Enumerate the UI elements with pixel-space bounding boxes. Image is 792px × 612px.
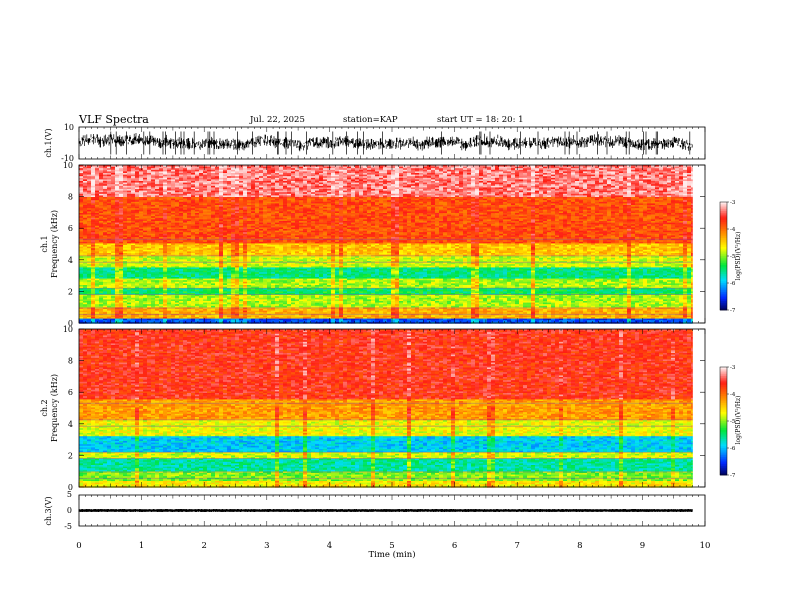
- ch1-spectrogram-image: [79, 165, 705, 324]
- ch1-waveform-panel: 10 -10 ch.1(V): [44, 123, 706, 163]
- x-axis-tick-labels: 0 1 2 3 4 5 6 7 8 9 10: [76, 541, 710, 551]
- ch2-colorbar-tick-minus3: -3: [730, 365, 736, 371]
- date-label: Jul. 22, 2025: [250, 115, 305, 125]
- x-tick-label-9: 9: [640, 541, 645, 551]
- ch1-spec-ylabel-channel: ch.1: [40, 235, 49, 252]
- x-tick-label-5: 5: [389, 541, 394, 551]
- ch1-colorbar-tick-minus7: -7: [730, 308, 736, 314]
- ch3-ytick-middle: 0: [67, 506, 72, 515]
- x-tick-label-2: 2: [201, 541, 206, 551]
- ch3-ylabel: ch.3(V): [44, 496, 53, 525]
- x-tick-label-1: 1: [139, 541, 144, 551]
- ch1-colorbar-tick-minus6: -6: [730, 281, 736, 287]
- ch2-spec-ylabel-channel: ch.2: [40, 399, 49, 416]
- station-label: station=KAP: [343, 115, 398, 125]
- ch1-ytick-top: 10: [64, 123, 74, 132]
- ch2-spec-ylabel-frequency: Frequency (kHz): [50, 374, 59, 442]
- ch2-spec-ytick-10: 10: [63, 325, 73, 334]
- ch1-ylabel: ch.1(V): [44, 128, 53, 157]
- ch1-spec-ylabel-frequency: Frequency (kHz): [50, 210, 59, 278]
- x-tick-label-4: 4: [327, 541, 332, 551]
- ch2-colorbar-tick-minus5: -5: [730, 419, 736, 425]
- ch3-ytick-top: 5: [67, 490, 72, 499]
- ch2-colorbar-tick-minus6: -6: [730, 446, 736, 452]
- ch2-spec-ytick-8: 8: [68, 357, 73, 366]
- ch1-spec-ytick-0: 0: [68, 319, 73, 328]
- start-time-label: start UT = 18: 20: 1: [437, 115, 524, 125]
- ch1-spec-ytick-8: 8: [68, 193, 73, 202]
- ch1-colorbar-tick-minus4: -4: [730, 227, 736, 233]
- x-tick-label-8: 8: [577, 541, 582, 551]
- ch1-spec-ytick-4: 4: [68, 256, 73, 265]
- x-tick-label-0: 0: [76, 541, 81, 551]
- ch1-spec-ytick-2: 2: [68, 287, 73, 296]
- ch2-spec-ytick-0: 0: [68, 483, 73, 492]
- ch1-colorbar-label: log(PSD)(V²/Hz): [735, 232, 742, 281]
- x-tick-label-7: 7: [514, 541, 519, 551]
- x-tick-label-10: 10: [700, 541, 711, 551]
- x-tick-label-3: 3: [264, 541, 269, 551]
- ch1-colorbar: -3 -4 -5 -6 -7: [719, 200, 736, 314]
- ch3-waveform-panel: 5 0 -5 ch.3(V): [44, 490, 706, 531]
- ch1-spec-ytick-6: 6: [68, 224, 73, 233]
- ch2-colorbar-tick-minus7: -7: [730, 473, 736, 479]
- ch1-spec-ytick-10: 10: [63, 161, 73, 170]
- x-axis-label: Time (min): [368, 549, 415, 560]
- ch1-colorbar-tick-minus3: -3: [730, 200, 736, 206]
- ch2-spectrogram-image: [79, 329, 705, 488]
- ch1-colorbar-tick-minus5: -5: [730, 254, 736, 260]
- ch2-colorbar: -3 -4 -5 -6 -7: [719, 365, 736, 479]
- ch3-ytick-bottom: -5: [64, 522, 72, 531]
- ch2-spec-ytick-4: 4: [68, 420, 73, 429]
- figure-title: VLF Spectra: [79, 113, 149, 126]
- ch1-ytick-bottom: -10: [61, 154, 74, 163]
- ch2-colorbar-label: log(PSD)(V²/Hz): [735, 396, 742, 445]
- x-tick-label-6: 6: [452, 541, 457, 551]
- ch2-spec-ytick-6: 6: [68, 388, 73, 397]
- ch2-colorbar-tick-minus4: -4: [730, 392, 736, 398]
- ch2-spec-ytick-2: 2: [68, 451, 73, 460]
